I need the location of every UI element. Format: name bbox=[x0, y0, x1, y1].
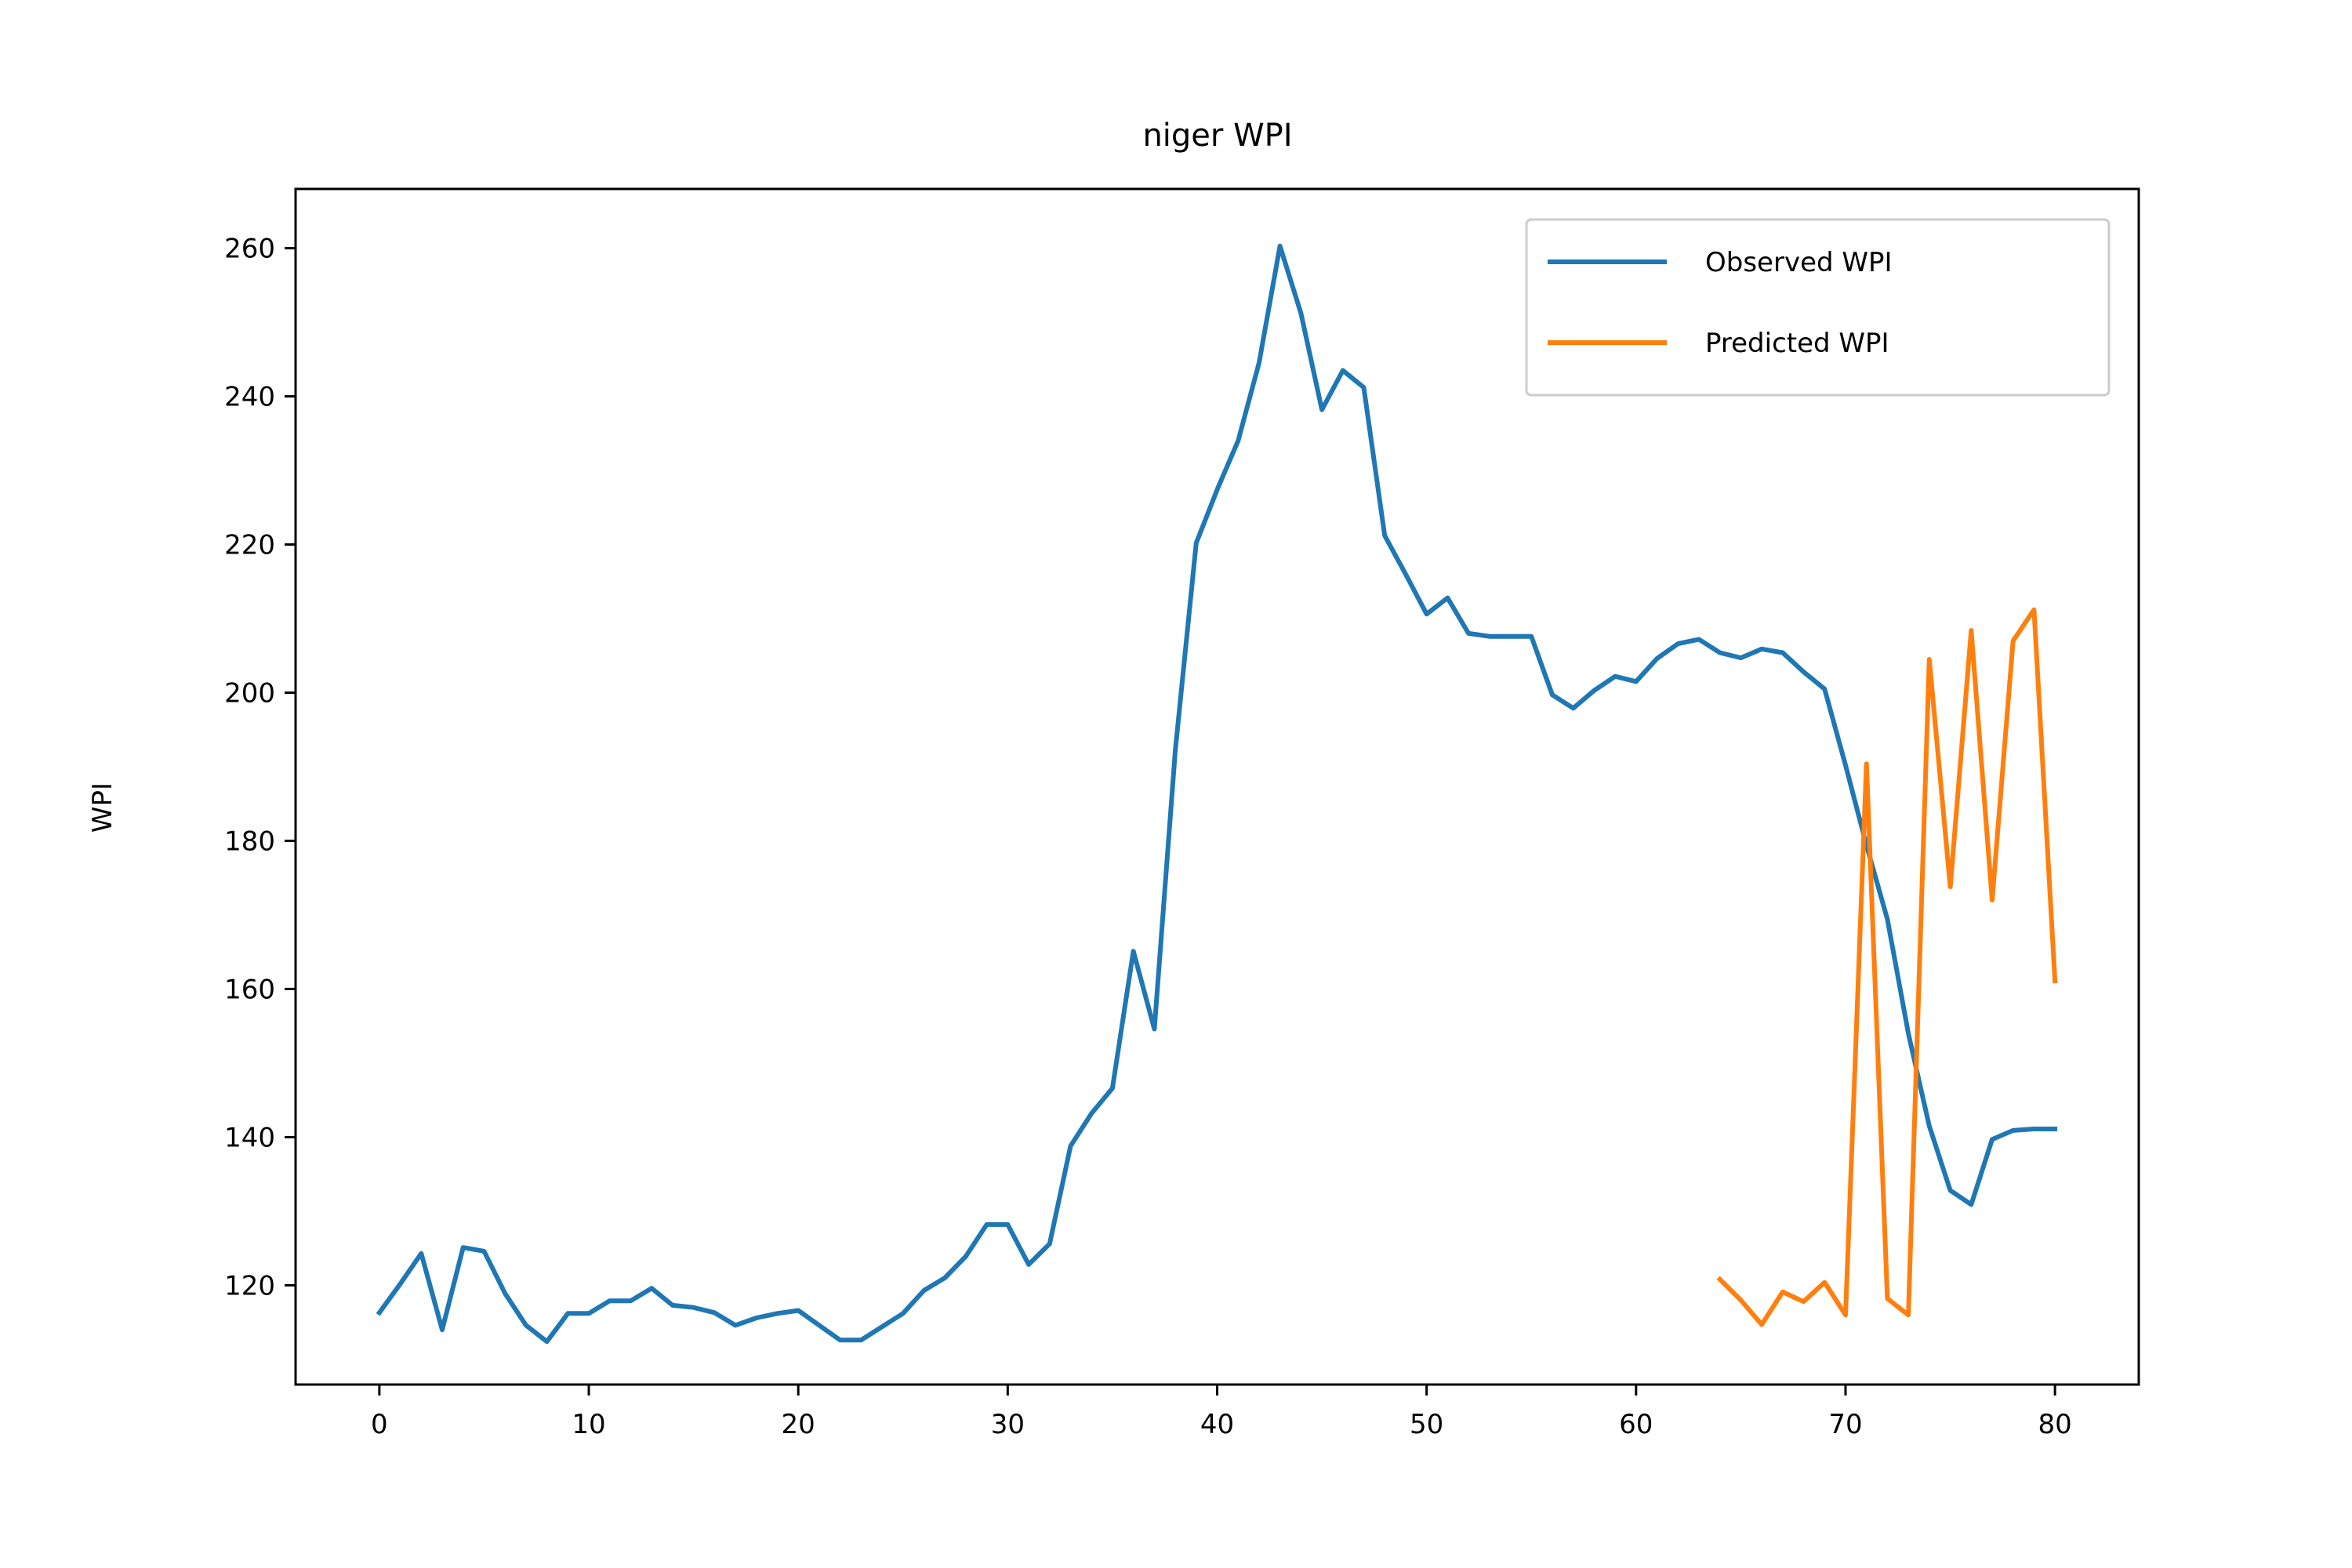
chart-title: niger WPI bbox=[1142, 118, 1292, 154]
y-tick-label: 260 bbox=[224, 234, 275, 265]
x-tick-label: 20 bbox=[782, 1409, 815, 1440]
x-tick-label: 10 bbox=[572, 1409, 605, 1440]
legend: Observed WPI Predicted WPI bbox=[1525, 218, 2111, 397]
x-tick-label: 40 bbox=[1200, 1409, 1234, 1440]
y-tick-label: 140 bbox=[224, 1122, 275, 1153]
legend-label-predicted: Predicted WPI bbox=[1705, 328, 1889, 359]
x-tick-label: 50 bbox=[1410, 1409, 1443, 1440]
x-tick-label: 0 bbox=[371, 1409, 388, 1440]
y-tick-label: 160 bbox=[224, 974, 275, 1005]
series-layer bbox=[376, 243, 2058, 1345]
x-tick-label: 30 bbox=[991, 1409, 1025, 1440]
legend-label-observed: Observed WPI bbox=[1705, 247, 1893, 278]
x-tick-label: 80 bbox=[2038, 1409, 2072, 1440]
x-tick-label: 60 bbox=[1619, 1409, 1653, 1440]
y-axis-label: WPI bbox=[87, 782, 118, 833]
x-axis-ticks: 0 10 20 30 40 50 60 70 80 bbox=[371, 1385, 2072, 1440]
y-tick-label: 180 bbox=[224, 826, 275, 857]
y-tick-label: 120 bbox=[224, 1270, 275, 1301]
x-tick-label: 70 bbox=[1828, 1409, 1862, 1440]
y-tick-label: 220 bbox=[224, 530, 275, 561]
legend-box bbox=[1525, 218, 2111, 397]
y-axis-ticks: 120 140 160 180 200 220 240 260 bbox=[224, 234, 296, 1301]
y-tick-label: 240 bbox=[224, 382, 275, 413]
y-tick-label: 200 bbox=[224, 678, 275, 710]
